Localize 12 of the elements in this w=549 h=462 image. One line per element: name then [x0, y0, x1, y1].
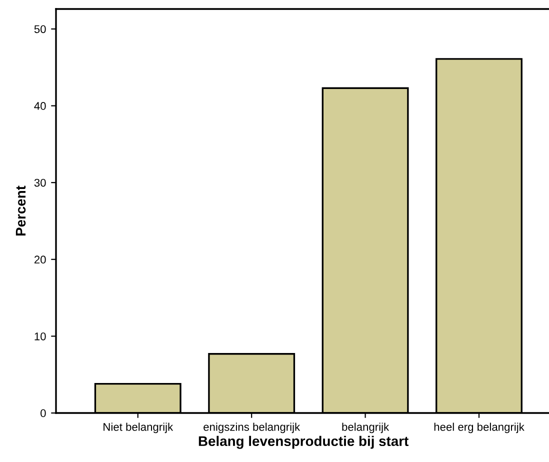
x-tick-label: enigszins belangrijk [204, 422, 300, 434]
y-tick-label: 10 [34, 332, 46, 340]
x-tick-label: Niet belangrijk [104, 422, 174, 434]
x-axis-title: Belang levensproductie bij start [198, 436, 409, 449]
x-tick-label: heel erg belangrijk [434, 422, 524, 434]
x-tick-label: belangrijk [342, 422, 390, 434]
y-tick-label: 50 [34, 25, 46, 34]
y-tick-label: 0 [40, 409, 46, 418]
y-tick-label: 40 [34, 102, 46, 110]
y-tick-label: 20 [34, 256, 46, 264]
y-tick-label: 30 [34, 178, 46, 187]
y-axis-title: Percent [16, 186, 26, 236]
